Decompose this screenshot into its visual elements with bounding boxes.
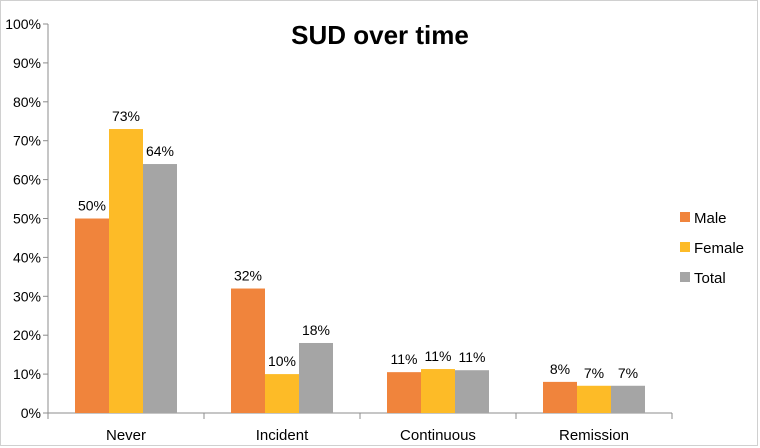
bar-female [109, 129, 143, 413]
data-label: 7% [618, 365, 638, 381]
bar-female [577, 385, 611, 413]
y-tick-label: 60% [13, 172, 41, 188]
x-axis: Never Incident Continuous Remission [47, 412, 673, 444]
bars-group: 50% 73% 64% 32% 10% 18% 11% 11% 11% 8% 7% 7% [75, 108, 645, 413]
x-category-label: Incident [256, 427, 309, 444]
legend: Male Female Total [680, 210, 744, 287]
x-category-label: Remission [559, 427, 629, 444]
data-label: 11% [459, 349, 486, 365]
data-label: 73% [112, 108, 140, 124]
bar-total [455, 370, 489, 413]
y-tick-label: 50% [13, 211, 41, 227]
y-tick-label: 70% [13, 133, 41, 149]
bar-female [421, 369, 455, 413]
data-label: 7% [584, 365, 604, 381]
data-label: 50% [78, 198, 106, 214]
data-label: 11% [425, 348, 452, 364]
chart-title: SUD over time [291, 20, 469, 50]
bar-male [387, 372, 421, 413]
y-tick-label: 20% [13, 327, 41, 343]
bar-female [265, 374, 299, 413]
data-label: 11% [391, 351, 418, 367]
bar-total [299, 342, 333, 413]
bar-total [143, 164, 177, 413]
bar-male [75, 218, 109, 413]
bar-total [611, 385, 645, 413]
bar-male [543, 381, 577, 413]
y-tick-label: 0% [21, 405, 41, 421]
legend-swatch-female [680, 242, 690, 252]
data-label: 32% [234, 268, 262, 284]
bar-male [231, 288, 265, 413]
data-label: 64% [146, 143, 174, 159]
y-tick-label: 80% [13, 94, 41, 110]
data-label: 8% [550, 361, 570, 377]
data-label: 18% [302, 322, 330, 338]
data-label: 10% [268, 353, 296, 369]
y-tick-label: 90% [13, 55, 41, 71]
legend-label-total: Total [694, 270, 726, 287]
legend-swatch-male [680, 212, 690, 222]
y-tick-label: 40% [13, 249, 41, 265]
legend-label-female: Female [694, 240, 744, 257]
y-tick-label: 30% [13, 288, 41, 304]
x-category-label: Never [106, 427, 146, 444]
legend-swatch-total [680, 272, 690, 282]
y-axis: 0% 10% 20% 30% 40% 50% 60% 70% 80% 90% 100% [5, 16, 49, 421]
y-tick-label: 10% [13, 366, 41, 382]
y-tick-label: 100% [5, 16, 41, 32]
legend-label-male: Male [694, 210, 727, 227]
x-category-label: Continuous [400, 427, 476, 444]
